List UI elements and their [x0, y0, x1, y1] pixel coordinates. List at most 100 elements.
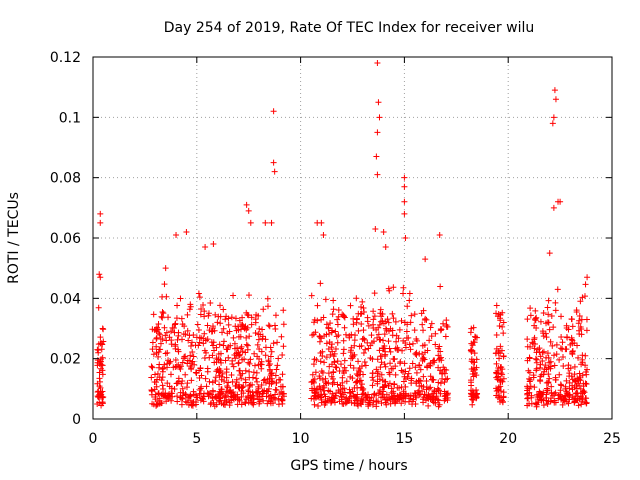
data-point: [416, 362, 423, 369]
data-point: [202, 375, 209, 382]
data-point: [540, 330, 547, 337]
data-point: [438, 354, 445, 361]
data-point: [341, 324, 348, 331]
data-point: [532, 307, 539, 314]
data-point: [223, 346, 230, 353]
data-point: [224, 389, 231, 396]
data-point: [160, 385, 167, 392]
data-point: [314, 317, 321, 324]
data-point: [170, 324, 177, 331]
data-point: [526, 369, 533, 376]
data-point: [499, 399, 506, 406]
data-point: [249, 389, 256, 396]
data-point: [236, 385, 243, 392]
data-point: [335, 313, 342, 320]
data-point: [552, 399, 559, 406]
data-point: [537, 353, 544, 360]
data-point: [150, 351, 157, 358]
data-point: [208, 399, 215, 406]
data-point: [253, 375, 260, 382]
data-point: [390, 284, 397, 291]
data-point: [315, 403, 322, 410]
data-point: [368, 332, 375, 339]
data-point: [575, 354, 582, 361]
data-point: [428, 376, 435, 383]
data-point: [416, 391, 423, 398]
data-point: [231, 351, 238, 358]
data-point: [536, 377, 543, 384]
data-point: [347, 347, 354, 354]
data-point: [555, 395, 562, 402]
data-point: [383, 401, 390, 408]
data-point: [402, 398, 409, 405]
data-point: [437, 380, 444, 387]
data-point: [524, 395, 531, 402]
data-point: [392, 400, 399, 407]
data-point: [179, 377, 186, 384]
data-point: [198, 305, 205, 312]
data-point: [238, 322, 245, 329]
data-point: [332, 345, 339, 352]
data-point: [496, 396, 503, 403]
data-point: [252, 388, 259, 395]
data-point: [201, 393, 208, 400]
data-point: [248, 314, 255, 321]
data-point: [347, 389, 354, 396]
data-point: [230, 396, 237, 403]
data-point: [423, 316, 430, 323]
data-point: [411, 327, 418, 334]
data-point: [582, 380, 589, 387]
data-point: [435, 403, 442, 410]
data-point: [99, 371, 106, 378]
data-point: [404, 374, 411, 381]
data-point: [384, 397, 391, 404]
data-point: [526, 354, 533, 361]
data-point: [387, 348, 394, 355]
data-point: [323, 340, 330, 347]
data-point: [199, 396, 206, 403]
data-point: [352, 397, 359, 404]
data-point: [562, 392, 569, 399]
data-point: [216, 381, 223, 388]
data-point: [235, 360, 242, 367]
data-point: [196, 294, 203, 301]
data-point: [167, 371, 174, 378]
data-point: [538, 371, 545, 378]
data-point: [427, 373, 434, 380]
data-point: [331, 399, 338, 406]
data-point: [155, 326, 162, 333]
y-tick-label: 0.04: [50, 291, 81, 307]
data-point: [563, 377, 570, 384]
data-point: [317, 358, 324, 365]
data-point: [173, 363, 180, 370]
data-point: [524, 316, 531, 323]
data-point: [543, 334, 550, 341]
data-point: [552, 299, 559, 306]
data-point: [238, 375, 245, 382]
data-point: [322, 375, 329, 382]
data-point: [267, 344, 274, 351]
data-point: [380, 345, 387, 352]
data-point: [407, 319, 414, 326]
data-point: [582, 362, 589, 369]
data-point: [99, 394, 106, 401]
data-point: [351, 342, 358, 349]
data-point: [428, 320, 435, 327]
data-point: [317, 334, 324, 341]
data-point: [440, 320, 447, 327]
data-point: [493, 385, 500, 392]
data-point: [161, 361, 168, 368]
data-point: [178, 401, 185, 408]
data-point: [405, 370, 412, 377]
data-point: [414, 337, 421, 344]
data-point: [354, 372, 361, 379]
data-point: [245, 312, 252, 319]
data-point: [174, 393, 181, 400]
data-point: [94, 362, 101, 369]
data-point: [442, 376, 449, 383]
data-point: [267, 353, 274, 360]
data-point: [547, 338, 554, 345]
data-point: [323, 331, 330, 338]
data-point: [347, 302, 354, 309]
data-point: [384, 316, 391, 323]
